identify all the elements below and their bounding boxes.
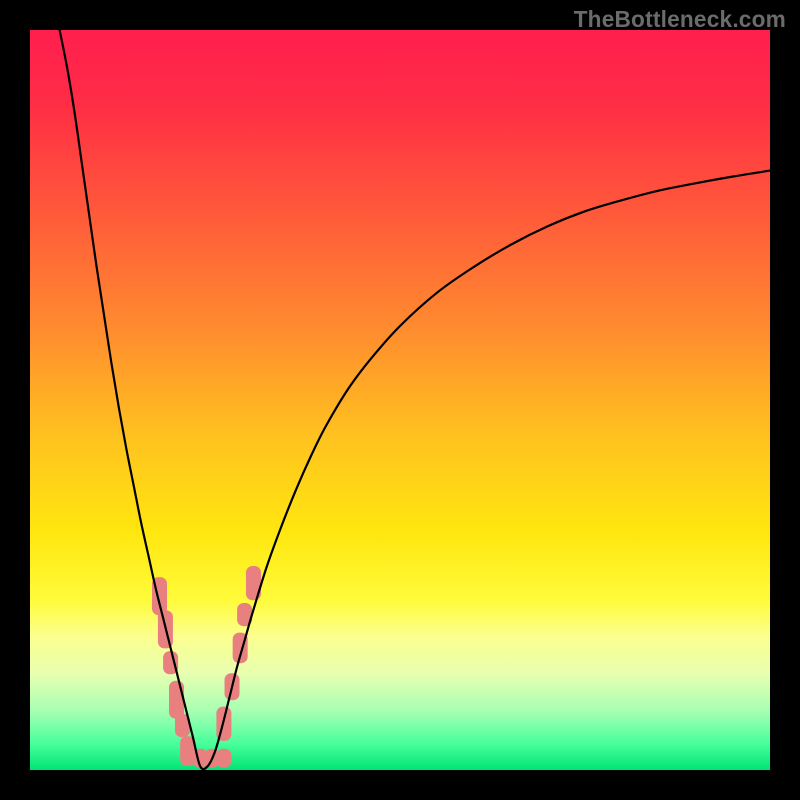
data-marker [217, 749, 231, 767]
watermark-text: TheBottleneck.com [574, 6, 786, 33]
chart-stage: TheBottleneck.com [0, 0, 800, 800]
bottleneck-chart [0, 0, 800, 800]
data-marker [181, 737, 195, 766]
plot-background [30, 30, 770, 770]
